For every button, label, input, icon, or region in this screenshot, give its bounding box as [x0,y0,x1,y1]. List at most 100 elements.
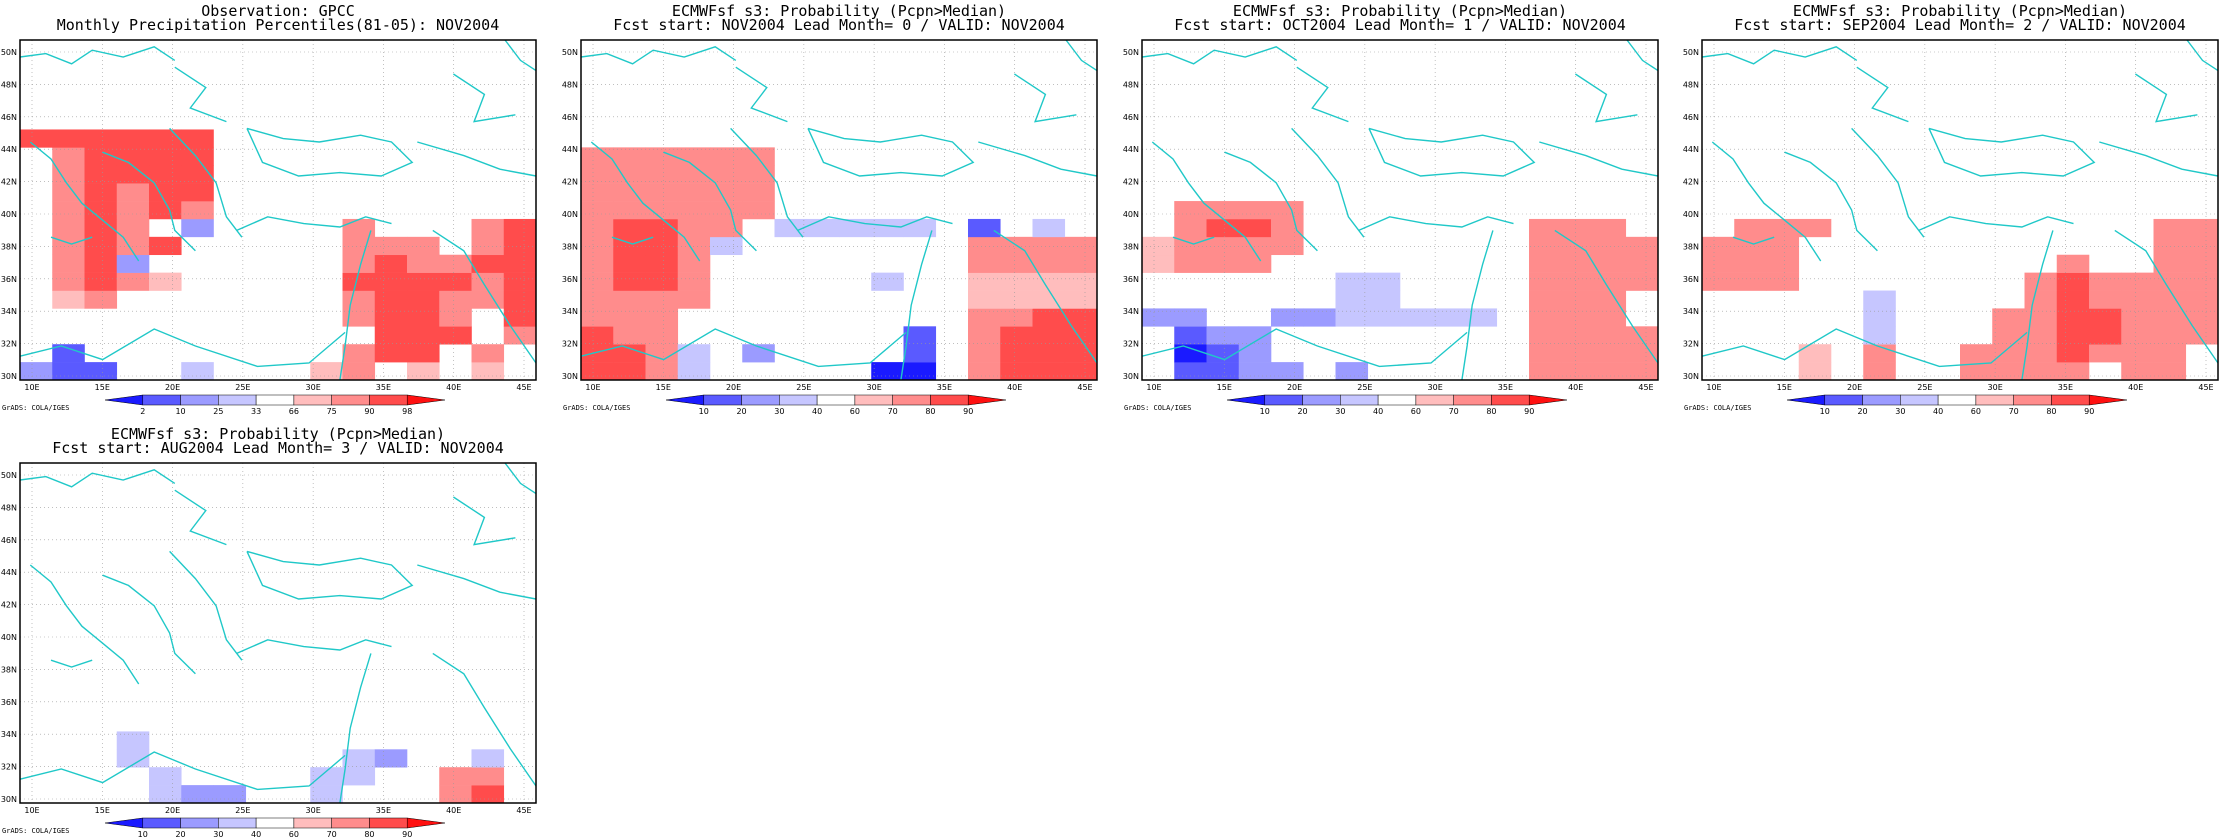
coastline [1224,151,1318,252]
grid-cell [116,731,150,750]
x-tick-label: 20E [1287,383,1302,392]
grid-cell [1625,326,1659,345]
grid-cell [903,362,937,381]
grid-cell [2024,326,2058,345]
grid-cell [2089,290,2122,309]
colorbar-label: 90 [2084,407,2094,416]
grid-cell [1593,362,1627,381]
x-tick-label: 45E [1638,383,1653,392]
grid-cell [613,308,646,327]
colorbar-swatch [104,817,144,829]
grid-cell [677,147,711,166]
y-tick-label: 38N [1,665,17,674]
grid-cell [1593,344,1627,363]
grid-cell [407,308,440,327]
grid-cell [1271,308,1304,327]
grid-cell [1863,290,1896,309]
grid-cell [1032,344,1066,363]
grid-cell [439,785,472,804]
grid-cell [1625,344,1659,363]
coastline [2114,229,2219,364]
grid-cell [407,272,440,291]
x-tick-label: 45E [2198,383,2213,392]
colorbar-swatch [255,394,295,406]
grid-cell [2153,362,2187,381]
colorbar-label: 33 [251,407,261,416]
colorbar-swatch [293,394,332,406]
grid-cell [1992,344,2025,363]
panel-title-line-0: ECMWFsf s3: Probability (Pcpn>Median) [1793,2,2127,20]
colorbar-label: 10 [1820,407,1830,416]
colorbar-label: 90 [1524,407,1534,416]
coastline [978,141,1098,177]
grid-cell [342,272,376,291]
coastline [1461,230,1494,381]
y-tick-label: 48N [1123,80,1139,89]
grid-cell [645,201,679,220]
grid-cell [342,236,376,256]
grid-cell [1702,236,1735,256]
grid-cell [1561,272,1594,291]
grid-cell [645,290,679,309]
grid-cell [581,272,614,291]
colorbar-label: 80 [925,407,935,416]
grid-cell [1992,362,2025,381]
grid-cell [581,236,614,256]
grid-cell [1174,326,1207,345]
grid-cell [1271,218,1304,238]
grid-cell [968,326,1001,345]
grid-cell [471,254,505,273]
y-tick-label: 46N [1,113,17,122]
colorbar-swatch [779,394,818,406]
grid-cell [613,290,646,309]
coastline [174,66,227,123]
grid-cell [1335,290,1369,309]
grid-cell [374,236,408,256]
grid-cell [1529,344,1562,363]
grid-cell [1032,362,1066,381]
grid-cell [2153,272,2187,291]
grid-cell [2185,272,2219,291]
grid-cell [116,254,150,273]
map-frame [580,39,1098,381]
grid-cell [2089,326,2122,345]
coastline [2186,39,2219,72]
grid-cell [503,254,537,273]
grid-cell [871,362,904,381]
grid-cell [439,290,472,309]
y-tick-label: 50N [1683,48,1699,57]
y-tick-label: 30N [1,372,17,381]
y-tick-label: 32N [1,763,17,772]
grid-cell [1174,362,1207,381]
colorbar-swatch [142,394,181,406]
coastline [174,489,227,546]
grid-cell [2185,308,2219,327]
grid-cell [581,326,614,345]
coastline [735,66,788,123]
grads-credit: GrADS: COLA/IGES [563,404,630,412]
grid-cell [342,362,376,381]
panel-title-line-1: Fcst start: NOV2004 Lead Month= 0 / VALI… [613,16,1065,34]
colorbar-swatch [1975,394,2014,406]
y-tick-label: 44N [562,145,578,154]
grid-cell [342,254,376,273]
grid-cell [374,272,408,291]
coastline [590,141,701,262]
grid-cell [1561,362,1594,381]
coastline [19,328,346,368]
colorbar-label: 25 [213,407,223,416]
grid-cell [374,308,408,327]
grid-cell [2185,236,2219,256]
coastline [339,653,372,804]
grid-cell [84,201,118,220]
grid-cell [968,236,1001,256]
coastline [900,230,933,381]
grid-cell [1142,236,1175,256]
grid-cell [2121,326,2154,345]
grid-cell [2153,236,2187,256]
grid-cell [871,272,904,291]
grid-cell [374,326,408,345]
grid-cell [1367,308,1401,327]
grid-cell [52,272,85,291]
